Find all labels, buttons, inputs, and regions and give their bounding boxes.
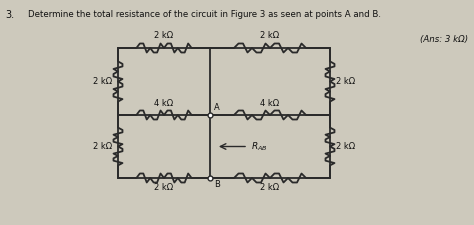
Text: (Ans: 3 kΩ): (Ans: 3 kΩ) [420,35,468,44]
Text: 2 kΩ: 2 kΩ [93,77,112,86]
Text: $R_{AB}$: $R_{AB}$ [251,140,267,153]
Text: A: A [214,103,220,112]
Text: 4 kΩ: 4 kΩ [260,99,280,108]
Text: 2 kΩ: 2 kΩ [260,31,280,40]
Text: 2 kΩ: 2 kΩ [155,183,173,192]
Text: 2 kΩ: 2 kΩ [336,77,355,86]
Text: 3.: 3. [5,10,14,20]
Text: 4 kΩ: 4 kΩ [155,99,173,108]
Text: B: B [214,180,220,189]
Text: Determine the total resistance of the circuit in Figure 3 as seen at points A an: Determine the total resistance of the ci… [28,10,381,19]
Text: 2 kΩ: 2 kΩ [155,31,173,40]
Text: 2 kΩ: 2 kΩ [336,142,355,151]
Text: 2 kΩ: 2 kΩ [93,142,112,151]
Text: 2 kΩ: 2 kΩ [260,183,280,192]
